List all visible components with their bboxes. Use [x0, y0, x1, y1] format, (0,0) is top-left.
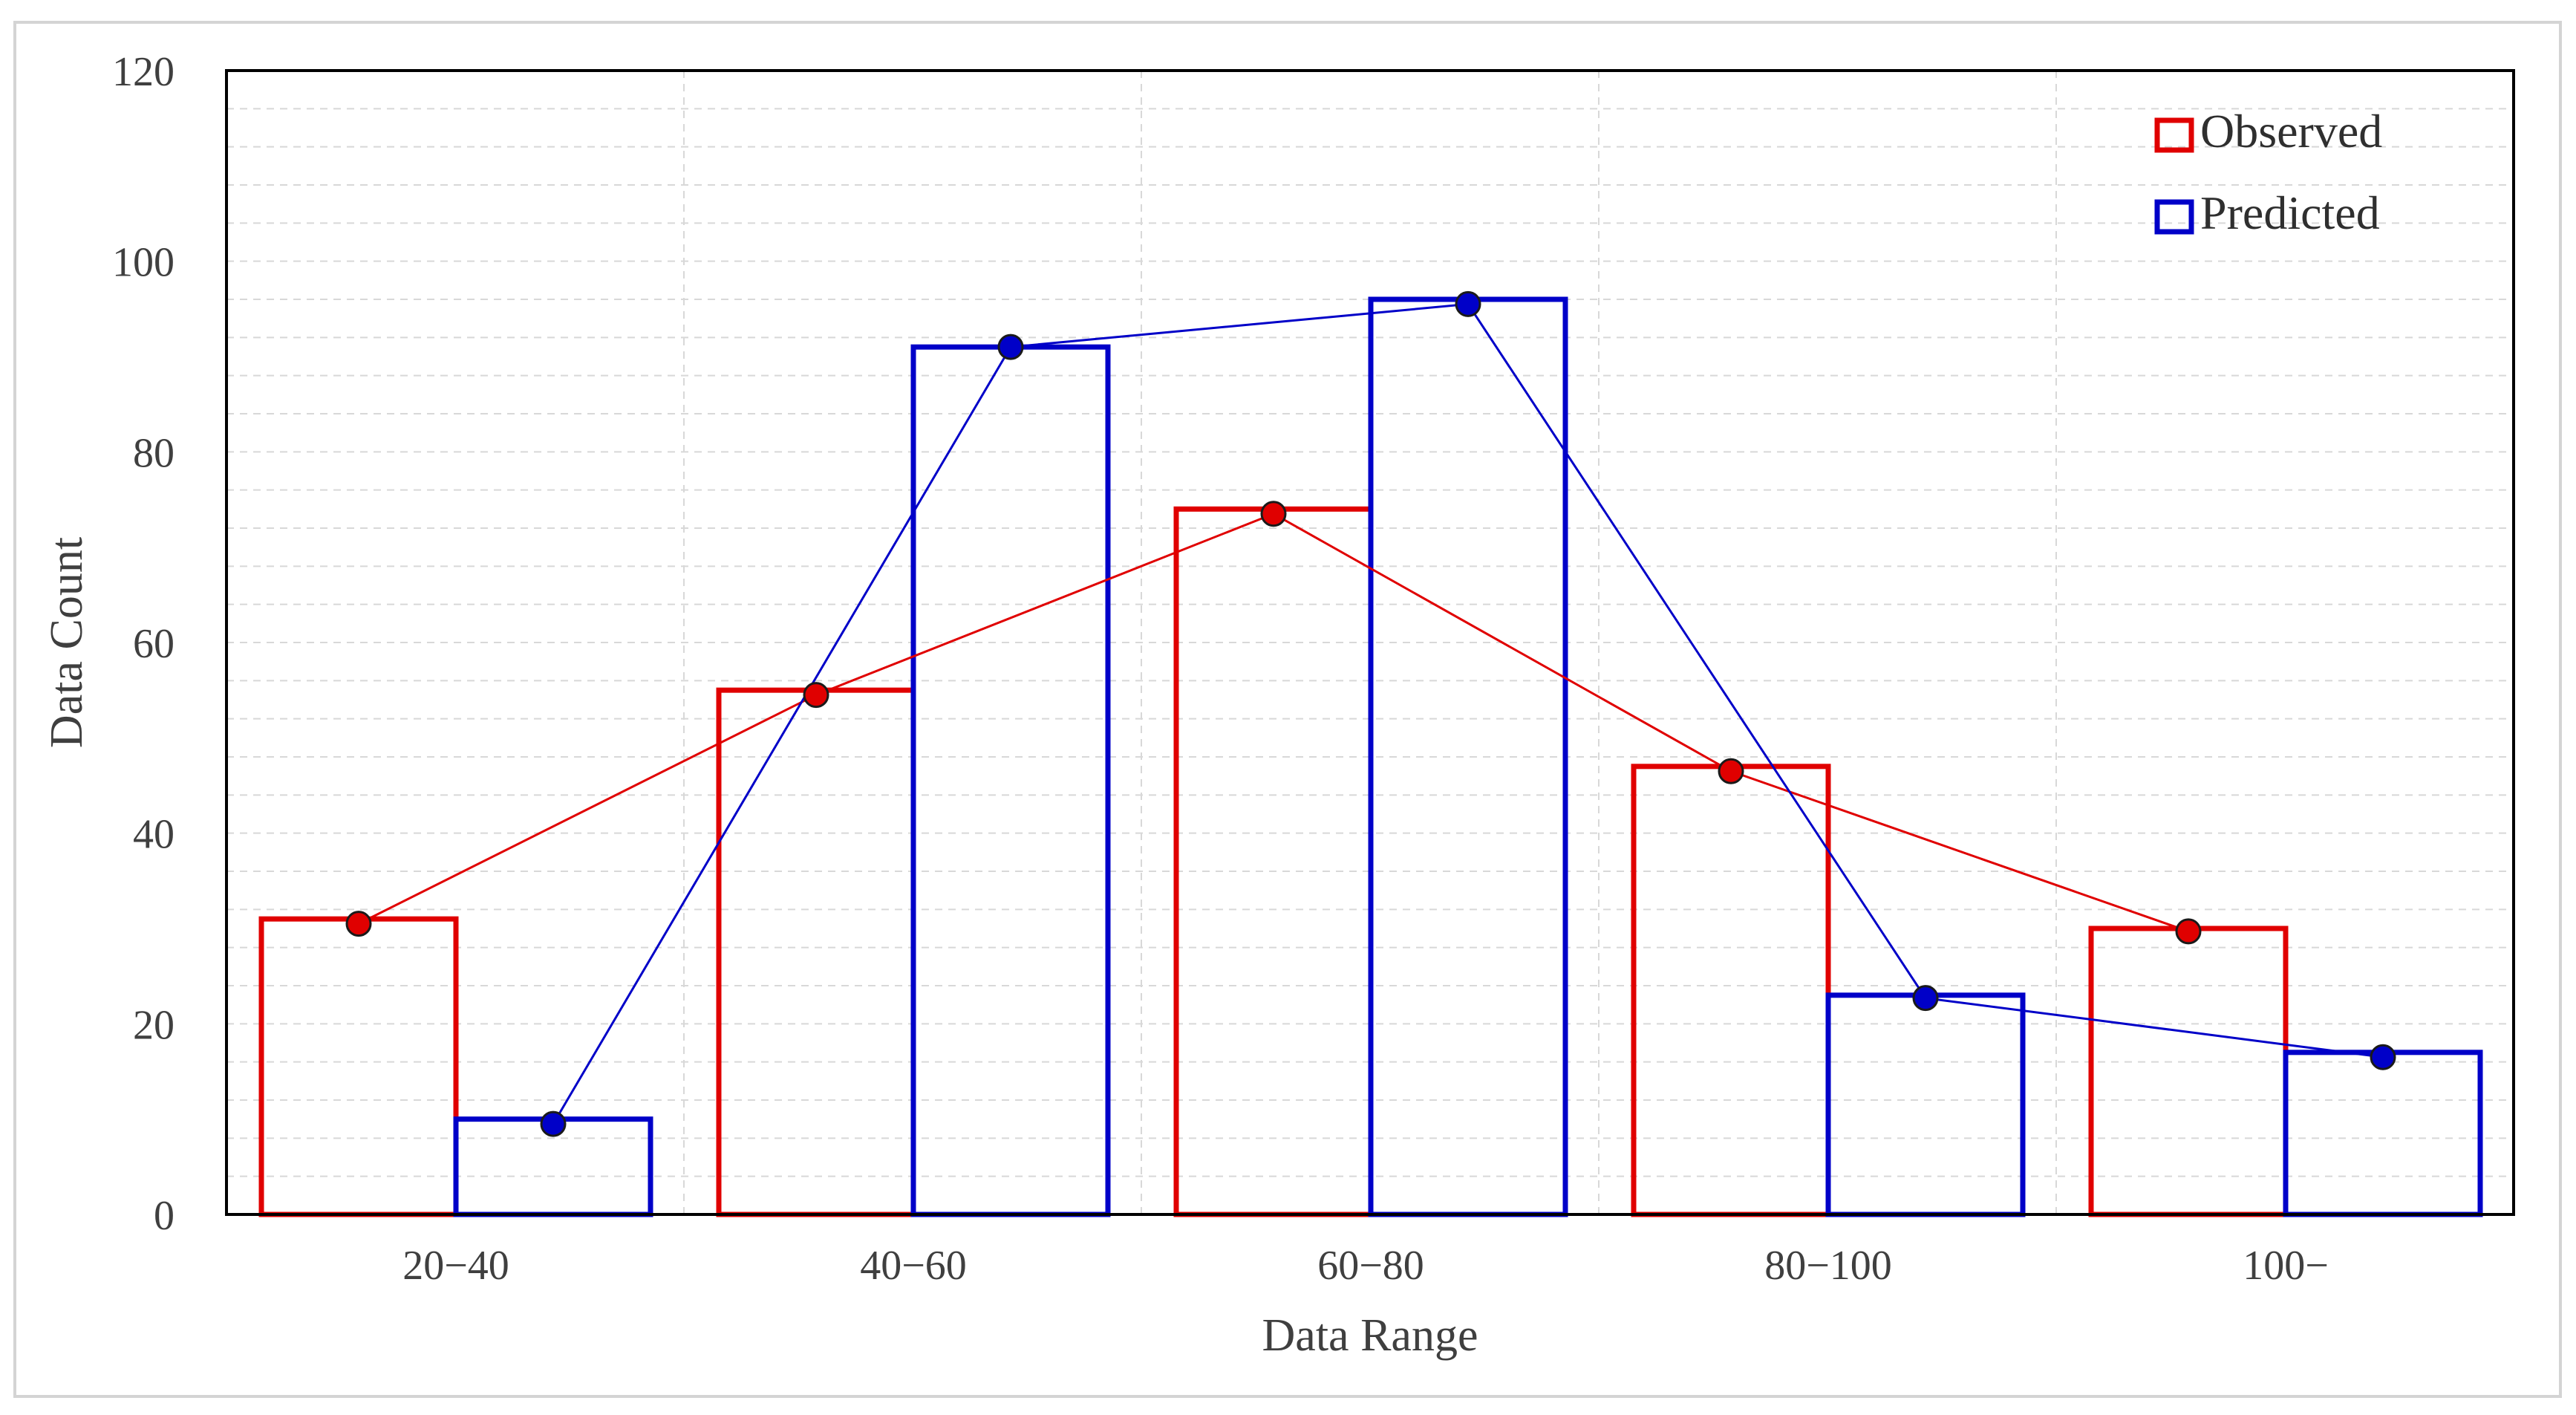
- marker-predicted: [2370, 1044, 2396, 1070]
- legend-label-predicted: Predicted: [2200, 186, 2380, 239]
- marker-observed: [1260, 501, 1287, 527]
- marker-predicted: [540, 1110, 567, 1137]
- x-tick-label: 20−40: [402, 1243, 509, 1289]
- marker-predicted: [1912, 985, 1939, 1012]
- figure-border: [13, 21, 2562, 1398]
- y-tick-label: 20: [133, 1002, 175, 1048]
- marker-predicted: [997, 334, 1024, 360]
- marker-observed: [2175, 918, 2202, 945]
- x-tick-label: 80−100: [1764, 1243, 1892, 1289]
- series-markers: [345, 290, 2396, 1137]
- x-axis-title: Data Range: [1262, 1310, 1478, 1361]
- y-tick-label: 80: [133, 430, 175, 476]
- y-tick-labels: 0 20 40 60 80 100 120: [112, 49, 175, 1239]
- marker-predicted: [1455, 290, 1481, 317]
- y-tick-label: 100: [112, 240, 175, 286]
- x-tick-labels: 20−40 40−60 60−80 80−100 100−: [402, 1243, 2329, 1289]
- marker-observed: [345, 911, 372, 937]
- plot-area-border: [225, 69, 2515, 1216]
- legend: Observed Predicted: [2154, 105, 2382, 239]
- x-tick-label: 100−: [2243, 1243, 2329, 1289]
- legend-swatch-predicted: [2154, 199, 2194, 235]
- y-tick-label: 40: [133, 812, 175, 858]
- legend-swatch-observed: [2154, 117, 2194, 153]
- y-axis-title: Data Count: [42, 537, 92, 748]
- x-tick-label: 60−80: [1317, 1243, 1424, 1289]
- legend-label-observed: Observed: [2200, 105, 2382, 157]
- marker-observed: [803, 682, 829, 709]
- y-tick-label: 0: [154, 1193, 175, 1239]
- y-tick-label: 120: [112, 49, 175, 95]
- x-tick-label: 40−60: [860, 1243, 967, 1289]
- marker-observed: [1718, 758, 1744, 784]
- y-tick-label: 60: [133, 621, 175, 667]
